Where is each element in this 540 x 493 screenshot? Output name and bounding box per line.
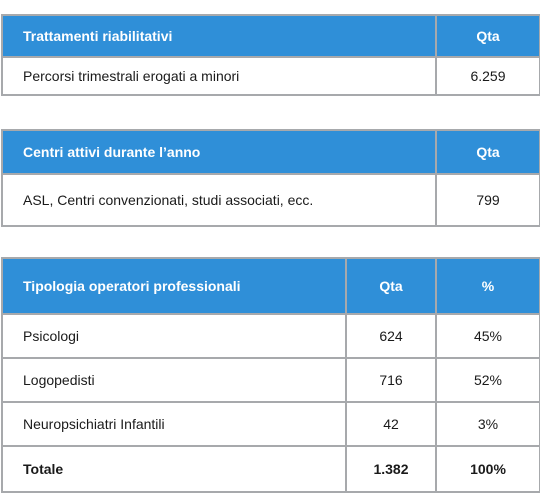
- column-header: Qta: [345, 257, 437, 315]
- total-label: Totale: [1, 445, 347, 493]
- table-row: Neuropsichiatri Infantili 42 3%: [1, 401, 540, 447]
- active-centers-table: Centri attivi durante l’anno Qta ASL, Ce…: [1, 129, 540, 227]
- table-header-row: Tipologia operatori professionali Qta %: [1, 257, 540, 315]
- table-cell: 52%: [435, 357, 540, 403]
- table-row: Logopedisti 716 52%: [1, 357, 540, 403]
- table-cell: 42: [345, 401, 437, 447]
- total-row: Totale 1.382 100%: [1, 445, 540, 493]
- column-header: Tipologia operatori professionali: [1, 257, 347, 315]
- rehab-treatments-table: Trattamenti riabilitativi Qta Percorsi t…: [1, 14, 540, 96]
- table-header-row: Centri attivi durante l’anno Qta: [1, 129, 540, 175]
- professional-operators-table: Tipologia operatori professionali Qta % …: [1, 257, 540, 493]
- table-cell: ASL, Centri convenzionati, studi associa…: [1, 173, 437, 227]
- table-row: ASL, Centri convenzionati, studi associa…: [1, 173, 540, 227]
- column-header: Trattamenti riabilitativi: [1, 14, 437, 58]
- total-quantity: 1.382: [345, 445, 437, 493]
- table-cell: 799: [435, 173, 540, 227]
- table-cell: Percorsi trimestrali erogati a minori: [1, 56, 437, 96]
- table-cell: 3%: [435, 401, 540, 447]
- table-cell: 716: [345, 357, 437, 403]
- table-cell: 45%: [435, 313, 540, 359]
- table-cell: 624: [345, 313, 437, 359]
- table-row: Percorsi trimestrali erogati a minori 6.…: [1, 56, 540, 96]
- column-header: Centri attivi durante l’anno: [1, 129, 437, 175]
- column-header: Qta: [435, 14, 540, 58]
- total-percent: 100%: [435, 445, 540, 493]
- table-cell: Psicologi: [1, 313, 347, 359]
- column-header: Qta: [435, 129, 540, 175]
- table-cell: Neuropsichiatri Infantili: [1, 401, 347, 447]
- column-header: %: [435, 257, 540, 315]
- table-cell: 6.259: [435, 56, 540, 96]
- table-header-row: Trattamenti riabilitativi Qta: [1, 14, 540, 58]
- table-cell: Logopedisti: [1, 357, 347, 403]
- table-row: Psicologi 624 45%: [1, 313, 540, 359]
